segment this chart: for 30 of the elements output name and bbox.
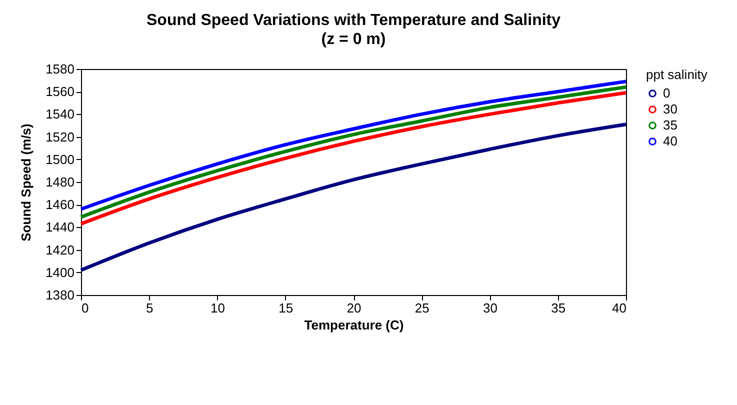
y-tick-label: 1400 — [46, 264, 74, 280]
y-tick-label: 1560 — [46, 84, 74, 100]
y-axis-title: Sound Speed (m/s) — [18, 124, 34, 242]
x-tick-label: 5 — [146, 300, 154, 316]
chart-title: Sound Speed Variations with Temperature and Salinity — [146, 12, 561, 29]
y-tick-label: 1380 — [46, 288, 74, 302]
y-tick-label: 1420 — [46, 242, 74, 258]
y-tick-label: 1460 — [46, 197, 74, 212]
x-tick-label: 0 — [82, 300, 89, 316]
line-series — [79, 122, 628, 272]
x-tick-label: 35 — [551, 300, 566, 316]
y-tick-label: 1540 — [46, 106, 74, 122]
legend-title: ppt salinity — [646, 67, 708, 82]
x-axis-title: Temperature (C) — [304, 318, 404, 332]
x-tick-label: 10 — [210, 300, 225, 316]
y-tick-label: 1520 — [46, 129, 74, 144]
legend-label: 40 — [663, 134, 678, 148]
y-tick-label: 1580 — [46, 62, 74, 76]
y-tick-label: 1440 — [46, 220, 74, 235]
legend-label: 0 — [663, 86, 670, 100]
x-tick-label: 30 — [483, 300, 498, 316]
x-tick-label: 20 — [346, 300, 362, 316]
y-tick-label: 1500 — [46, 152, 74, 167]
x-tick-label: 25 — [414, 300, 430, 316]
y-tick-label: 1480 — [46, 174, 74, 190]
x-tick-label: 40 — [612, 300, 626, 316]
x-tick-label: 15 — [278, 300, 294, 316]
legend-label: 30 — [663, 102, 678, 116]
chart-subtitle: (z = 0 m) — [321, 31, 386, 48]
legend-label: 35 — [663, 118, 678, 132]
